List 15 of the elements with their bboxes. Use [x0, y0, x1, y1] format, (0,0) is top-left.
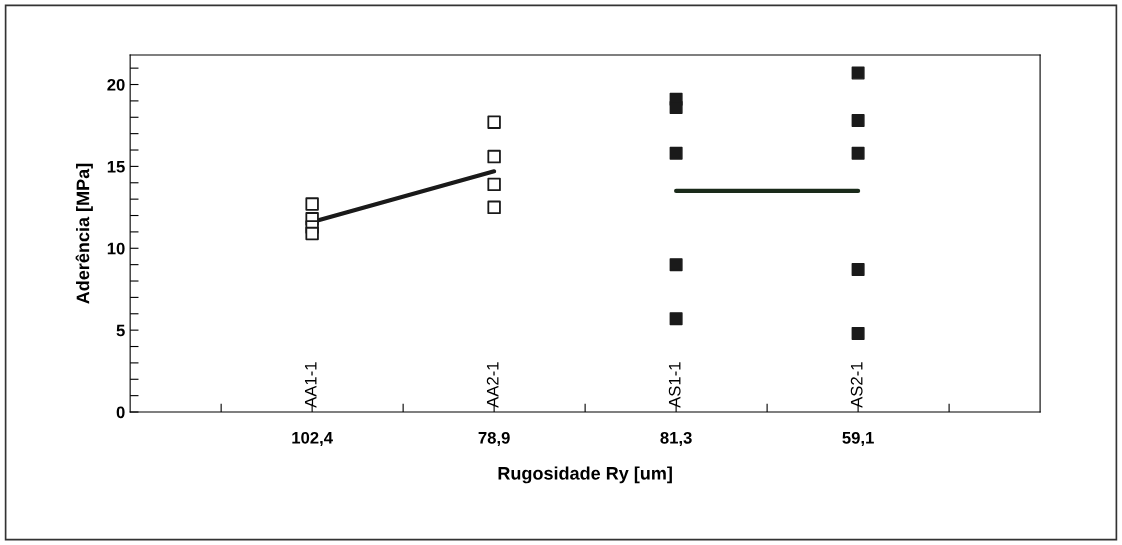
x-axis-title: Rugosidade Ry [um] [498, 466, 672, 484]
y-tick-label: 15 [107, 160, 125, 173]
annotation: AA2-1 [486, 362, 499, 408]
x-tick-label: 102,4 [292, 431, 333, 447]
x-tick-label: 78,9 [478, 431, 510, 447]
annotation: AS1-1 [668, 362, 681, 408]
y-tick-label: 10 [107, 242, 125, 255]
y-tick-label: 0 [116, 406, 125, 419]
y-tick-label: 5 [116, 324, 125, 337]
x-tick-label: 81,3 [660, 431, 692, 447]
y-axis-title: Aderência [MPa] [75, 163, 93, 304]
annotation: AS2-1 [850, 362, 863, 408]
y-tick-label: 20 [107, 78, 125, 91]
annotation: AA1-1 [304, 362, 317, 408]
x-tick-label: 59,1 [842, 431, 874, 447]
